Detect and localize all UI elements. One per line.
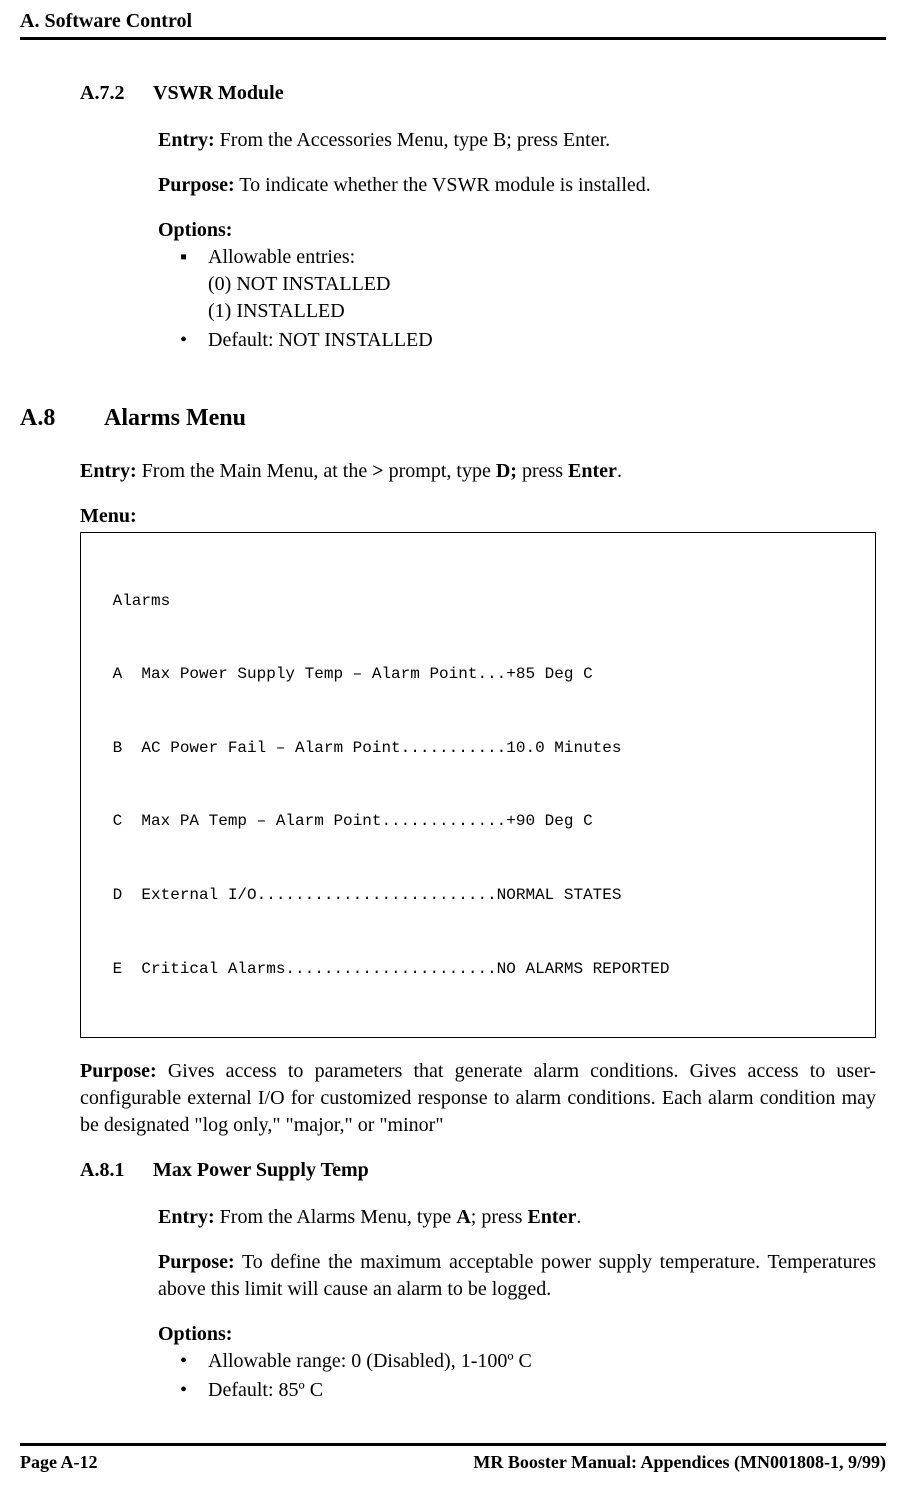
list-item: • Default: NOT INSTALLED (180, 327, 876, 354)
disc-bullet-icon: • (180, 1348, 187, 1375)
purpose-text: To define the maximum acceptable power s… (158, 1251, 876, 1300)
disc-bullet-icon: • (180, 1377, 187, 1404)
entry-text-part2: ; press (471, 1206, 528, 1228)
entry-label: Entry: (158, 1206, 215, 1228)
section-number: A.8.1 (80, 1157, 148, 1184)
list-item: ▪ Allowable entries: (0) NOT INSTALLED (… (180, 244, 876, 325)
menu-line: E Critical Alarms......................N… (103, 960, 853, 979)
entry-paragraph-a81: Entry: From the Alarms Menu, type A; pre… (158, 1204, 876, 1231)
entry-text: From the Accessories Menu, type B; press… (215, 129, 611, 151)
list-item: • Allowable range: 0 (Disabled), 1-100º … (180, 1348, 876, 1375)
purpose-text: Gives access to parameters that generate… (80, 1060, 876, 1136)
section-number: A.7.2 (80, 80, 148, 107)
purpose-text: To indicate whether the VSWR module is i… (235, 174, 651, 196)
section-title: Max Power Supply Temp (153, 1157, 369, 1184)
options-list: ▪ Allowable entries: (0) NOT INSTALLED (… (180, 244, 876, 354)
entry-text-part1: From the Main Menu, at the (137, 460, 373, 482)
item-text: Allowable range: 0 (Disabled), 1-100º C (208, 1350, 532, 1372)
heading-a81: A.8.1 Max Power Supply Temp (80, 1157, 876, 1184)
entry-key: A (456, 1206, 470, 1228)
sub-option: (0) NOT INSTALLED (208, 271, 876, 298)
sub-option: (1) INSTALLED (208, 298, 876, 325)
menu-label: Menu: (80, 503, 876, 530)
entry-text-part3: press (517, 460, 568, 482)
menu-line: B AC Power Fail – Alarm Point...........… (103, 739, 853, 758)
entry-enter: Enter (527, 1206, 576, 1228)
purpose-label: Purpose: (80, 1060, 157, 1082)
item-text: Default: NOT INSTALLED (208, 329, 433, 351)
item-text: Allowable entries: (208, 246, 355, 268)
square-bullet-icon: ▪ (180, 244, 187, 271)
menu-title: Alarms (103, 592, 853, 611)
purpose-paragraph-a8: Purpose: Gives access to parameters that… (80, 1058, 876, 1139)
section-a81-body: Entry: From the Alarms Menu, type A; pre… (158, 1204, 876, 1404)
entry-label: Entry: (158, 129, 215, 151)
menu-line: A Max Power Supply Temp – Alarm Point...… (103, 665, 853, 684)
entry-paragraph-a8: Entry: From the Main Menu, at the > prom… (80, 458, 876, 485)
section-title: VSWR Module (153, 80, 284, 107)
footer-right: MR Booster Manual: Appendices (MN001808-… (473, 1452, 886, 1473)
menu-box: Alarms A Max Power Supply Temp – Alarm P… (80, 532, 876, 1038)
page-container: A. Software Control A.7.2 VSWR Module En… (0, 0, 906, 1404)
section-number: A.8 (20, 402, 98, 434)
entry-enter: Enter (568, 460, 617, 482)
entry-key: D; (496, 460, 517, 482)
disc-bullet-icon: • (180, 327, 187, 354)
header-title: A. Software Control (20, 10, 192, 32)
heading-a72: A.7.2 VSWR Module (80, 80, 876, 107)
entry-prompt: > (372, 460, 383, 482)
entry-period: . (617, 460, 622, 482)
options-block: Options: ▪ Allowable entries: (0) NOT IN… (158, 217, 876, 354)
options-block-a81: Options: • Allowable range: 0 (Disabled)… (158, 1321, 876, 1404)
entry-period: . (576, 1206, 581, 1228)
entry-text-part2: prompt, type (384, 460, 496, 482)
entry-text-part1: From the Alarms Menu, type (215, 1206, 457, 1228)
spacer (80, 372, 876, 402)
entry-paragraph: Entry: From the Accessories Menu, type B… (158, 127, 876, 154)
menu-line: C Max PA Temp – Alarm Point.............… (103, 812, 853, 831)
purpose-label: Purpose: (158, 1251, 235, 1273)
footer-left: Page A-12 (20, 1452, 97, 1473)
options-label: Options: (158, 217, 876, 244)
heading-a8: A.8 Alarms Menu (20, 402, 876, 434)
purpose-label: Purpose: (158, 174, 235, 196)
menu-line: D External I/O.........................N… (103, 886, 853, 905)
purpose-paragraph: Purpose: To indicate whether the VSWR mo… (158, 172, 876, 199)
page-content: A.7.2 VSWR Module Entry: From the Access… (20, 80, 886, 1404)
options-label: Options: (158, 1321, 876, 1348)
list-item: • Default: 85º C (180, 1377, 876, 1404)
page-footer: Page A-12 MR Booster Manual: Appendices … (20, 1443, 886, 1473)
item-text: Default: 85º C (208, 1379, 323, 1401)
section-a72-body: Entry: From the Accessories Menu, type B… (158, 127, 876, 354)
purpose-paragraph-a81: Purpose: To define the maximum acceptabl… (158, 1249, 876, 1303)
entry-label: Entry: (80, 460, 137, 482)
section-title: Alarms Menu (104, 402, 246, 434)
options-list: • Allowable range: 0 (Disabled), 1-100º … (180, 1348, 876, 1404)
page-header: A. Software Control (20, 10, 886, 40)
